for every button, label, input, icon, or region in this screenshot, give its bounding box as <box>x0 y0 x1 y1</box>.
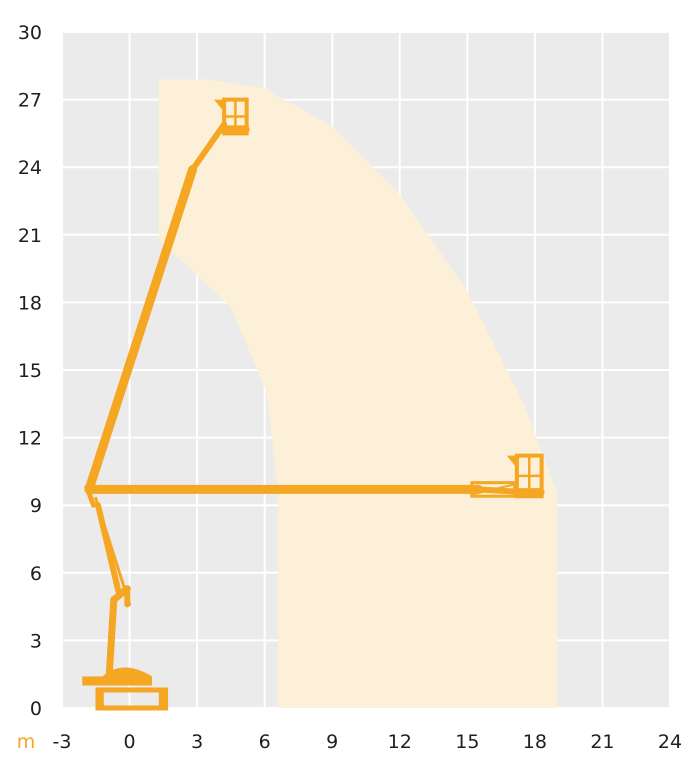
y-tick-label: 9 <box>30 495 42 517</box>
y-tick-label: 3 <box>30 630 42 652</box>
x-tick-label: 24 <box>658 731 682 753</box>
jib-brace <box>473 483 514 495</box>
lower-riser <box>105 596 118 678</box>
y-tick-label: 30 <box>18 22 42 44</box>
x-tick-label: 3 <box>191 731 203 753</box>
counterweight <box>102 667 153 677</box>
aerial-lift-machine <box>82 97 545 711</box>
boom-section <box>84 164 198 494</box>
x-axis-ticks: -3 0 3 6 9 12 15 18 21 24 <box>53 731 683 753</box>
y-tick-label: 18 <box>18 292 42 314</box>
y-tick-label: 27 <box>18 90 42 112</box>
x-tick-label: 6 <box>259 731 271 753</box>
x-tick-label: 12 <box>388 731 412 753</box>
y-tick-label: 0 <box>30 698 42 720</box>
boom-section <box>475 486 520 495</box>
y-tick-label: 15 <box>18 360 42 382</box>
wheel <box>95 692 104 708</box>
working-envelope <box>158 79 558 708</box>
y-tick-label: 21 <box>18 225 42 247</box>
unit-label: m <box>17 731 36 753</box>
turntable <box>82 676 153 686</box>
upper-riser-rail <box>94 496 132 606</box>
y-tick-label: 12 <box>18 428 42 450</box>
boom-section <box>189 121 228 173</box>
basket-floor <box>513 488 545 497</box>
x-tick-label: -3 <box>53 731 72 753</box>
basket-floor <box>221 125 250 134</box>
jib <box>470 481 517 498</box>
y-tick-label: 6 <box>30 563 42 585</box>
y-axis-ticks: 0 3 6 9 12 15 18 21 24 27 30 <box>18 22 42 720</box>
x-tick-label: 15 <box>455 731 479 753</box>
y-tick-label: 24 <box>18 157 42 179</box>
lift-max-height <box>84 97 250 494</box>
x-tick-label: 0 <box>124 731 136 753</box>
x-tick-label: 21 <box>590 731 614 753</box>
wheel <box>158 692 167 708</box>
x-tick-label: 9 <box>326 731 338 753</box>
x-tick-label: 18 <box>523 731 547 753</box>
lift-max-outreach <box>84 453 545 499</box>
control-box <box>214 99 229 110</box>
control-box <box>506 455 521 466</box>
